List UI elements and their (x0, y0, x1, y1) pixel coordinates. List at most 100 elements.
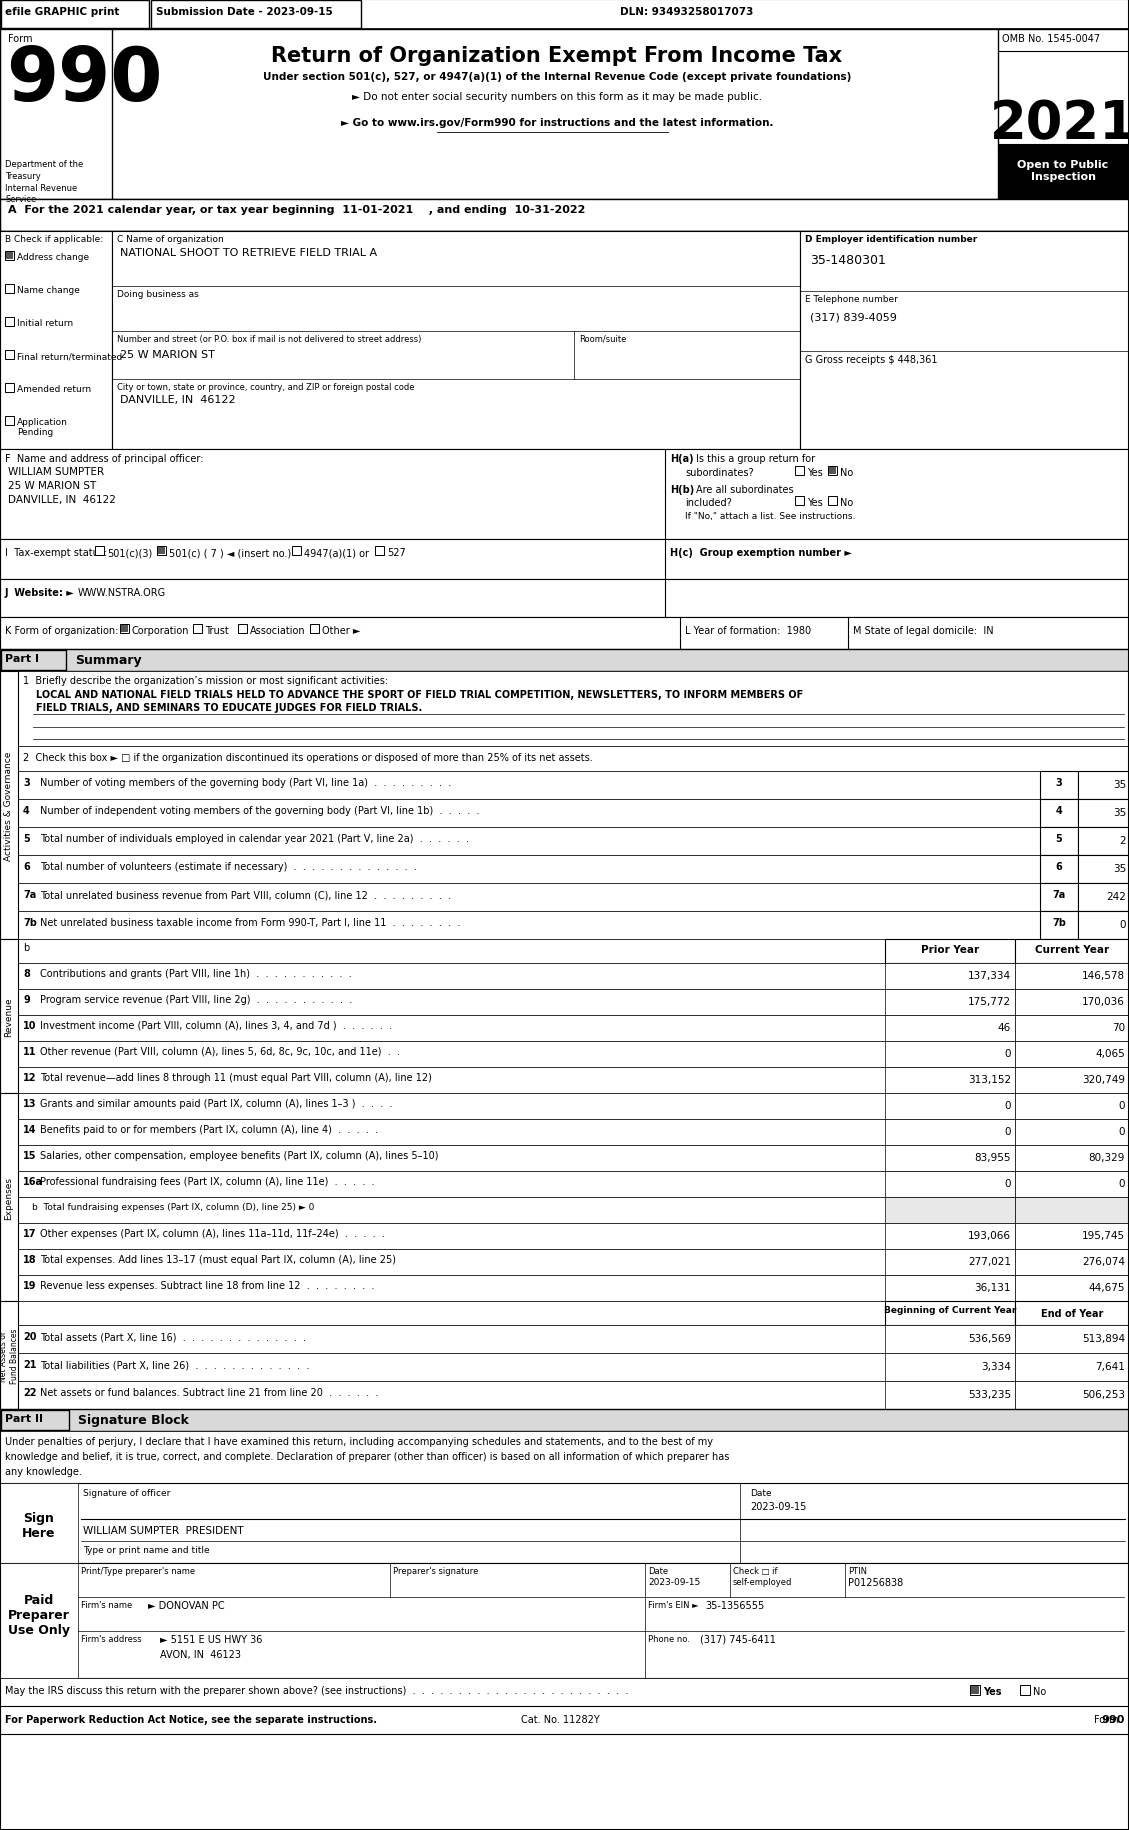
Text: 320,749: 320,749 (1082, 1074, 1124, 1085)
Text: included?: included? (685, 498, 732, 507)
Text: M State of legal domicile:  IN: M State of legal domicile: IN (854, 626, 994, 635)
Text: 2  Check this box ► □ if the organization discontinued its operations or dispose: 2 Check this box ► □ if the organization… (23, 752, 593, 763)
Text: 3: 3 (23, 778, 29, 787)
Bar (193, 624, 202, 633)
Bar (971, 1685, 979, 1695)
Text: D Employer identification number: D Employer identification number (805, 234, 978, 243)
Bar (1078, 856, 1129, 884)
Text: I  Tax-exempt status:: I Tax-exempt status: (5, 547, 107, 558)
Text: 35: 35 (1113, 807, 1126, 818)
Text: Open to Public
Inspection: Open to Public Inspection (1017, 159, 1109, 181)
Bar (828, 467, 837, 476)
Text: 527: 527 (387, 547, 405, 558)
Bar (0, 450, 1129, 540)
Text: Paid
Preparer
Use Only: Paid Preparer Use Only (8, 1594, 70, 1636)
Bar (5, 417, 14, 426)
Text: 12: 12 (23, 1072, 36, 1082)
Bar (95, 547, 104, 556)
Text: Preparer's signature: Preparer's signature (393, 1566, 479, 1576)
Bar (1015, 1382, 1129, 1409)
Text: 4: 4 (1056, 805, 1062, 816)
Text: 4: 4 (23, 805, 29, 816)
Text: Is this a group return for: Is this a group return for (695, 454, 815, 463)
Bar (18, 1352, 1129, 1382)
Text: 4947(a)(1) or: 4947(a)(1) or (304, 547, 369, 558)
Text: any knowledge.: any knowledge. (5, 1466, 82, 1477)
Text: Revenue less expenses. Subtract line 18 from line 12  .  .  .  .  .  .  .  .: Revenue less expenses. Subtract line 18 … (40, 1281, 375, 1290)
Text: Department of the: Department of the (5, 159, 84, 168)
Bar (885, 963, 1015, 990)
Text: 14: 14 (23, 1124, 36, 1135)
Text: DANVILLE, IN  46122: DANVILLE, IN 46122 (8, 494, 116, 505)
Text: Treasury: Treasury (5, 172, 41, 181)
Bar (0, 1093, 18, 1301)
Bar (885, 1041, 1015, 1067)
Bar (1015, 1067, 1129, 1093)
Bar (18, 1067, 1129, 1093)
Text: Grants and similar amounts paid (Part IX, column (A), lines 1–3 )  .  .  .  .: Grants and similar amounts paid (Part IX… (40, 1098, 393, 1109)
Bar (1040, 856, 1078, 884)
Bar (885, 1067, 1015, 1093)
Text: 0: 0 (1005, 1100, 1010, 1111)
Text: 21: 21 (23, 1360, 36, 1369)
Bar (18, 939, 1129, 963)
Bar (885, 1016, 1015, 1041)
Bar (18, 1325, 1129, 1352)
Text: b: b (23, 942, 29, 952)
Bar (6, 253, 14, 260)
Bar (1015, 1016, 1129, 1041)
Text: Net Assets or
Fund Balances: Net Assets or Fund Balances (0, 1327, 19, 1383)
Bar (18, 884, 1129, 911)
Text: 22: 22 (23, 1387, 36, 1398)
Text: 70: 70 (1112, 1023, 1124, 1032)
Text: 990: 990 (1102, 1715, 1124, 1724)
Text: Print/Type preparer's name: Print/Type preparer's name (81, 1566, 195, 1576)
Text: If "No," attach a list. See instructions.: If "No," attach a list. See instructions… (685, 512, 856, 522)
Bar (0, 232, 1129, 450)
Text: 506,253: 506,253 (1082, 1389, 1124, 1400)
Bar (0, 650, 1129, 672)
Text: C Name of organization: C Name of organization (117, 234, 224, 243)
Text: 46: 46 (998, 1023, 1010, 1032)
Bar (970, 1685, 980, 1695)
Bar (0, 619, 1129, 650)
Text: Professional fundraising fees (Part IX, column (A), line 11e)  .  .  .  .  .: Professional fundraising fees (Part IX, … (40, 1177, 375, 1186)
Text: Association: Association (250, 626, 306, 635)
Bar (120, 624, 129, 633)
Text: OMB No. 1545-0047: OMB No. 1545-0047 (1003, 35, 1100, 44)
Text: DANVILLE, IN  46122: DANVILLE, IN 46122 (120, 395, 236, 404)
Bar (1, 1411, 69, 1431)
Bar (18, 1093, 1129, 1120)
Text: Investment income (Part VIII, column (A), lines 3, 4, and 7d )  .  .  .  .  .  .: Investment income (Part VIII, column (A)… (40, 1021, 392, 1030)
Text: Program service revenue (Part VIII, line 2g)  .  .  .  .  .  .  .  .  .  .  .: Program service revenue (Part VIII, line… (40, 994, 352, 1005)
Text: No: No (840, 498, 854, 507)
Text: Yes: Yes (983, 1685, 1001, 1696)
Bar (1015, 1146, 1129, 1171)
Bar (1040, 884, 1078, 911)
Text: 5: 5 (1056, 833, 1062, 844)
Text: Expenses: Expenses (5, 1177, 14, 1219)
Text: E Telephone number: E Telephone number (805, 295, 898, 304)
Text: Total liabilities (Part X, line 26)  .  .  .  .  .  .  .  .  .  .  .  .  .: Total liabilities (Part X, line 26) . . … (40, 1360, 309, 1369)
Bar (1015, 1276, 1129, 1301)
Text: G Gross receipts $ 448,361: G Gross receipts $ 448,361 (805, 355, 937, 364)
Bar (1040, 827, 1078, 856)
Text: 313,152: 313,152 (968, 1074, 1010, 1085)
Text: b  Total fundraising expenses (Part IX, column (D), line 25) ► 0: b Total fundraising expenses (Part IX, c… (32, 1202, 314, 1211)
Text: Current Year: Current Year (1035, 944, 1109, 955)
Text: Application
Pending: Application Pending (17, 417, 68, 437)
Bar (795, 496, 804, 505)
Text: No: No (840, 468, 854, 478)
Text: 3,334: 3,334 (981, 1362, 1010, 1371)
Text: Service: Service (5, 194, 36, 203)
Bar (18, 1146, 1129, 1171)
Text: Contributions and grants (Part VIII, line 1h)  .  .  .  .  .  .  .  .  .  .  .: Contributions and grants (Part VIII, lin… (40, 968, 352, 979)
Text: Number of independent voting members of the governing body (Part VI, line 1b)  .: Number of independent voting members of … (40, 805, 480, 816)
Bar (5, 318, 14, 328)
Text: FIELD TRIALS, AND SEMINARS TO EDUCATE JUDGES FOR FIELD TRIALS.: FIELD TRIALS, AND SEMINARS TO EDUCATE JU… (36, 703, 422, 712)
Bar (310, 624, 320, 633)
Bar (829, 468, 835, 474)
Text: 7,641: 7,641 (1095, 1362, 1124, 1371)
Text: F  Name and address of principal officer:: F Name and address of principal officer: (5, 454, 203, 463)
Bar (157, 547, 166, 556)
